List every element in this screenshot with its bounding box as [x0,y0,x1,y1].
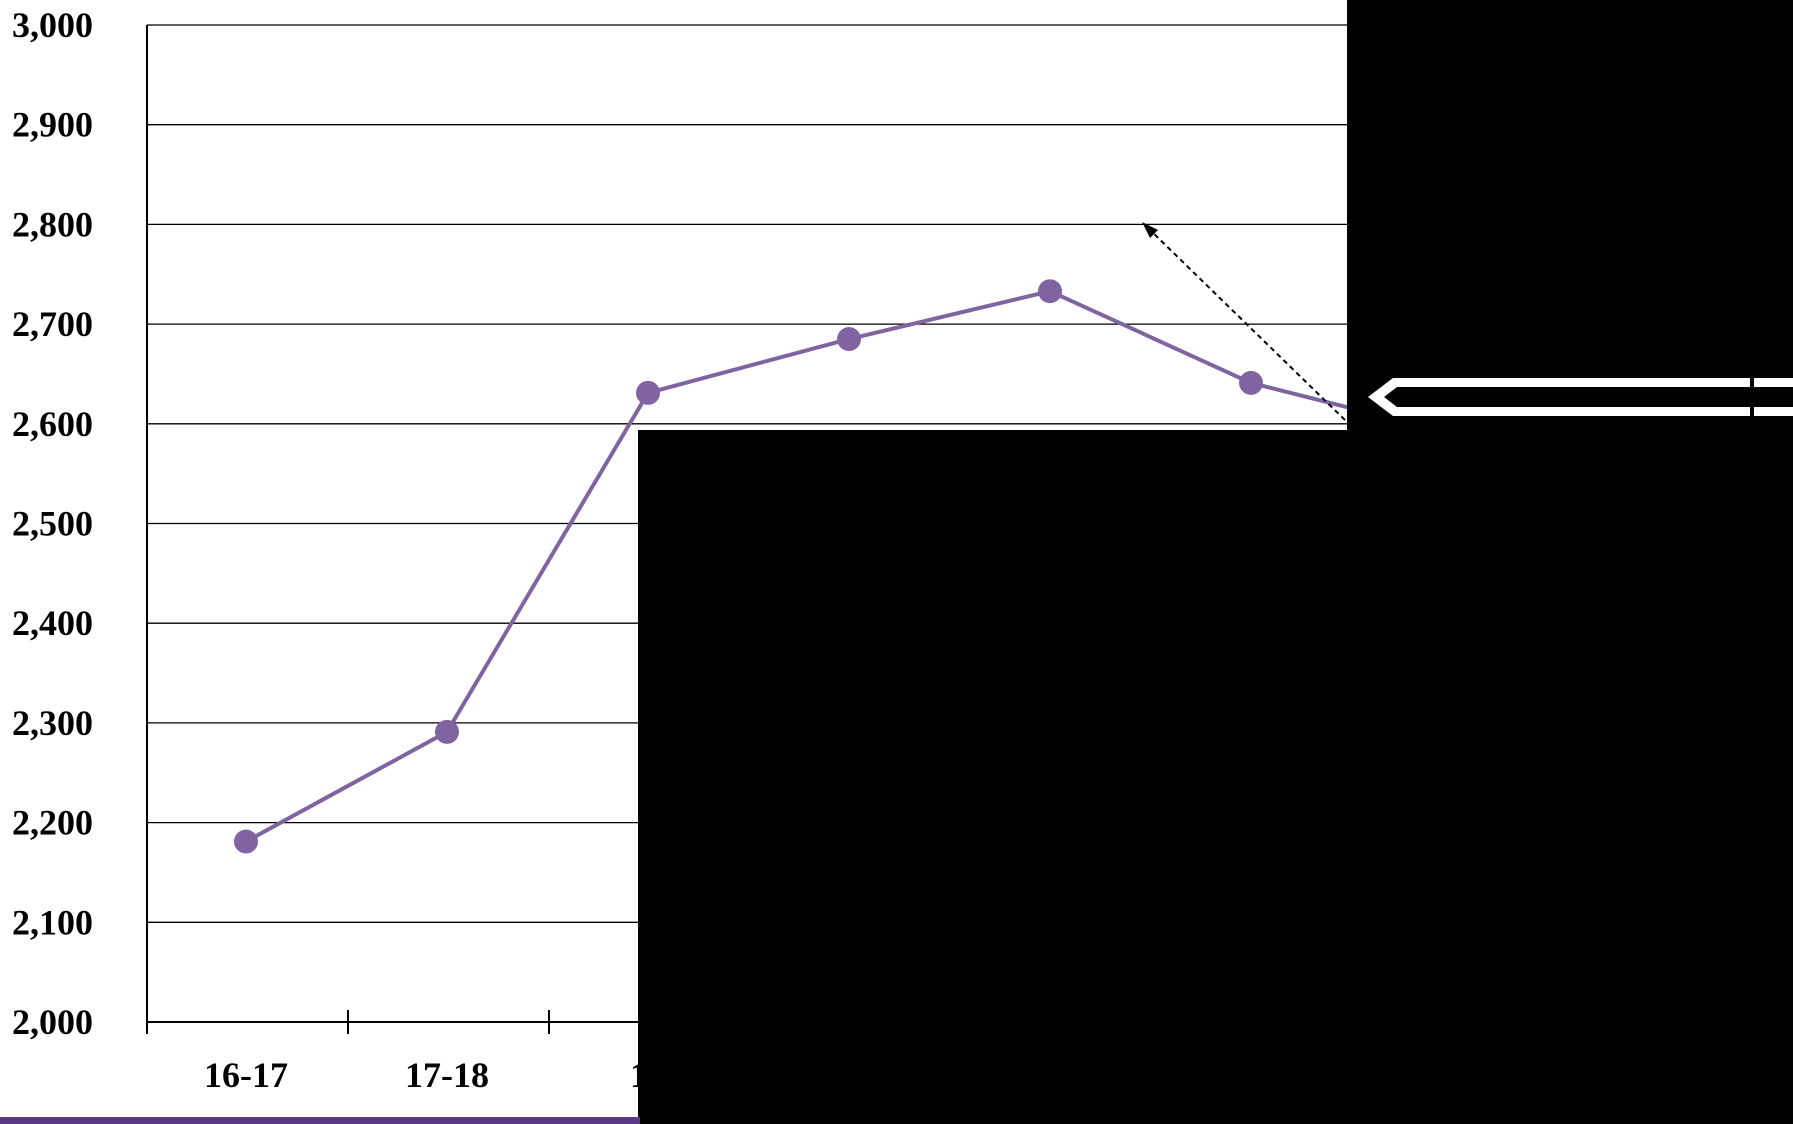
y-tick-label: 2,700 [12,304,93,344]
annotation-arrow [1142,222,1346,421]
data-point-marker [1038,279,1062,304]
data-point-marker [837,327,861,352]
y-tick-label: 2,800 [12,204,93,244]
data-point-marker [636,380,660,405]
y-tick-label: 3,000 [12,5,93,45]
y-tick-label: 2,900 [12,105,93,145]
y-tick-label: 2,300 [12,703,93,743]
redaction-block-center [638,430,1348,1124]
bottom-accent-bar [0,1117,640,1124]
y-tick-label: 2,400 [12,603,93,643]
x-tick-label: 16-17 [204,1055,288,1095]
data-point-marker [234,829,258,854]
y-tick-label: 2,200 [12,803,93,843]
white-arrow-shape [1368,378,1793,416]
data-point-marker [1239,370,1263,395]
y-tick-label: 2,100 [12,902,93,942]
y-axis-tick-labels: 2,000 2,100 2,200 2,300 2,400 2,500 2,600 2,700… [12,5,93,1042]
y-tick-label: 2,000 [12,1002,93,1042]
y-tick-label: 2,600 [12,404,93,444]
redaction-block-right [1347,0,1793,1124]
y-tick-label: 2,500 [12,504,93,544]
x-tick-label: 17-18 [405,1055,489,1095]
data-point-marker [435,719,459,744]
series-group [234,279,1464,854]
